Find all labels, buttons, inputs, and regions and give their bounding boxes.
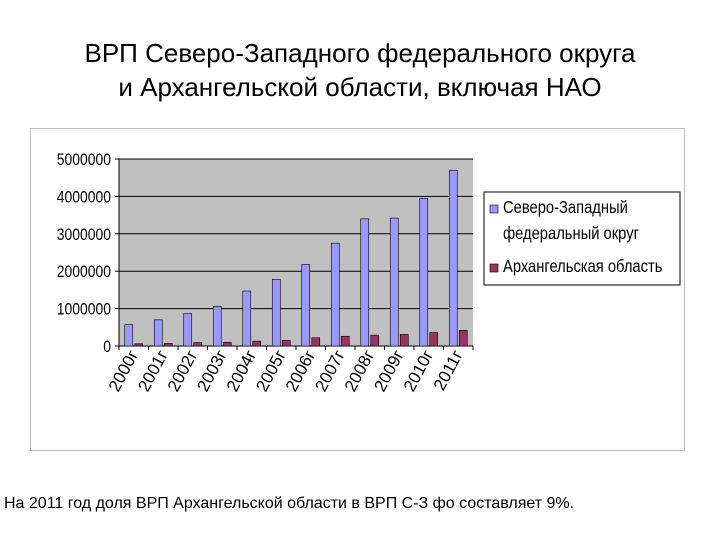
legend-label: федеральный округ: [503, 224, 639, 244]
y-tick-label: 1000000: [57, 300, 112, 319]
bar-series-1: [124, 324, 134, 347]
bar-series-1: [183, 313, 193, 347]
bar-series-2: [311, 337, 321, 347]
title-line-2: и Архангельской области, включая НАО: [118, 72, 602, 102]
bar-series-1: [330, 242, 340, 347]
y-tick-label: 4000000: [57, 188, 112, 207]
x-tick-label: 2010г: [400, 347, 437, 395]
bar-series-1: [271, 279, 281, 347]
bar-series-1: [389, 217, 399, 347]
bar-series-2: [193, 342, 203, 347]
bar-series-1: [301, 264, 311, 347]
chart: 0100000020000003000000400000050000002000…: [57, 151, 681, 395]
chart-frame: 0 1000000 2000000 3000000 4000000 5000000 2000…: [30, 128, 685, 451]
legend-swatch: [489, 204, 499, 214]
y-tick-label: 3000000: [57, 226, 112, 245]
legend-box: [483, 191, 681, 286]
legend-label: Северо-Западный: [503, 198, 628, 218]
bar-series-2: [222, 341, 232, 347]
bar-series-2: [429, 332, 439, 347]
footer-text: На 2011 год доля ВРП Архангельской облас…: [4, 495, 575, 512]
legend-label: Архангельская область: [503, 257, 662, 277]
y-tick-label: 5000000: [57, 151, 112, 170]
bar-series-2: [281, 340, 291, 347]
bar-series-1: [242, 290, 252, 347]
bar-series-2: [399, 334, 409, 347]
bar-series-2: [458, 329, 468, 347]
bar-series-2: [340, 335, 350, 347]
bar-series-1: [448, 169, 458, 347]
y-tick-label: 0: [103, 338, 111, 357]
bar-series-2: [163, 343, 173, 347]
bar-series-2: [252, 340, 262, 347]
bar-series-1: [360, 218, 370, 347]
bar-series-1: [153, 319, 163, 347]
bar-series-2: [134, 343, 144, 347]
legend-swatch: [489, 263, 499, 273]
x-tick-label: 2011г: [430, 347, 467, 394]
footer-note: На 2011 год доля ВРП Архангельской облас…: [4, 494, 716, 514]
bar-series-2: [370, 334, 380, 347]
plot-area: [119, 159, 473, 346]
y-tick-label: 2000000: [57, 263, 112, 282]
title-line-1: ВРП Северо-Западного федерального округа: [84, 38, 636, 68]
page-title: ВРП Северо-Западного федерального округа…: [0, 36, 720, 104]
bar-series-1: [419, 197, 429, 347]
bar-series-1: [212, 306, 222, 347]
legend: Северо-Западный федеральный округ Архангел…: [483, 191, 681, 286]
